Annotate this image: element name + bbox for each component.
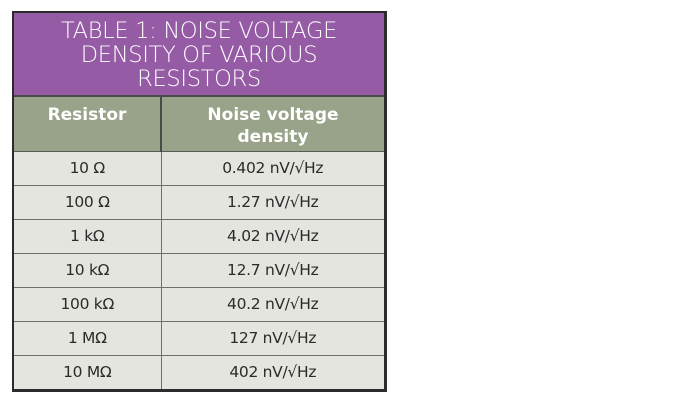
table-row: 1 kΩ 4.02 nV/√Hz [14,219,384,254]
table-row: 1 MΩ 127 nV/√Hz [14,321,384,356]
resistor-cell: 1 MΩ [14,321,162,356]
table-title-line-2: DENSITY OF VARIOUS [80,42,318,68]
column-header-resistor: Resistor [14,97,162,152]
table-title-line-1: TABLE 1: NOISE VOLTAGE [60,18,338,44]
density-cell: 402 nV/√Hz [161,355,384,389]
resistor-cell: 10 MΩ [14,355,162,389]
density-cell: 12.7 nV/√Hz [161,253,384,288]
resistor-cell: 100 Ω [14,185,162,220]
table-row: 10 MΩ 402 nV/√Hz [14,355,384,389]
table-row: 10 Ω 0.402 nV/√Hz [14,151,384,186]
density-cell: 0.402 nV/√Hz [161,151,384,186]
table-row: 10 kΩ 12.7 nV/√Hz [14,253,384,288]
resistor-cell: 1 kΩ [14,219,162,254]
header-row: Resistor Noise voltage density [14,97,384,152]
resistor-cell: 100 kΩ [14,287,162,322]
density-cell: 40.2 nV/√Hz [161,287,384,322]
resistor-cell: 10 Ω [14,151,162,186]
density-cell: 4.02 nV/√Hz [161,219,384,254]
column-header-noise-density-label: Noise voltage density [207,105,339,147]
table-title-line-3: RESISTORS [137,66,261,92]
density-cell: 127 nV/√Hz [161,321,384,356]
data-table: Resistor Noise voltage density 10 Ω 0.40… [14,97,384,389]
density-cell: 1.27 nV/√Hz [161,185,384,220]
table-row: 100 kΩ 40.2 nV/√Hz [14,287,384,322]
table-title: TABLE 1: NOISE VOLTAGE DENSITY OF VARIOU… [14,13,384,97]
table-row: 100 Ω 1.27 nV/√Hz [14,185,384,220]
column-header-noise-density: Noise voltage density [161,97,384,152]
noise-voltage-table: TABLE 1: NOISE VOLTAGE DENSITY OF VARIOU… [12,11,387,392]
resistor-cell: 10 kΩ [14,253,162,288]
